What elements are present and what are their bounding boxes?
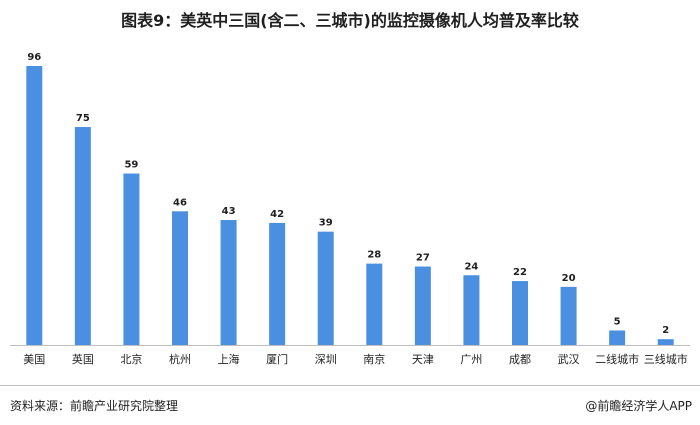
category-label-4: 上海 [218, 352, 240, 366]
category-label-10: 成都 [509, 353, 531, 366]
bar-9 [463, 275, 480, 345]
category-label-7: 南京 [363, 352, 385, 366]
credit-note: @前瞻经济学人APP [585, 399, 692, 413]
category-label-1: 英国 [72, 352, 94, 366]
category-label-2: 北京 [120, 352, 142, 366]
data-label-2: 59 [124, 160, 138, 171]
category-label-12: 二线城市 [595, 352, 639, 366]
category-label-3: 杭州 [169, 352, 191, 366]
footer-divider [0, 385, 700, 386]
bar-1 [74, 127, 91, 345]
bar-5 [269, 222, 286, 345]
category-label-13: 三线城市 [644, 352, 688, 366]
category-label-11: 武汉 [558, 353, 580, 366]
bar-4 [220, 220, 237, 345]
data-label-0: 96 [27, 52, 41, 63]
data-label-3: 46 [173, 197, 187, 208]
data-label-5: 42 [270, 209, 284, 220]
bar-8 [414, 266, 431, 345]
bar-6 [317, 231, 334, 345]
bar-7 [366, 263, 383, 345]
bar-2 [123, 173, 140, 345]
category-label-5: 厦门 [266, 352, 288, 366]
source-note: 资料来源：前瞻产业研究院整理 [10, 399, 179, 413]
data-label-7: 28 [367, 250, 381, 261]
bar-11 [560, 286, 577, 345]
data-label-9: 24 [464, 261, 478, 272]
data-label-6: 39 [319, 218, 333, 229]
category-label-8: 天津 [412, 353, 434, 366]
data-label-13: 2 [662, 325, 669, 336]
category-label-0: 美国 [23, 353, 45, 366]
bar-3 [172, 211, 188, 345]
data-label-1: 75 [76, 113, 90, 124]
chart-title: 图表9：美英中三国(含二、三城市)的监控摄像机人均普及率比较 [121, 11, 579, 30]
category-label-9: 广州 [460, 353, 482, 366]
data-label-11: 20 [562, 273, 576, 284]
data-label-12: 5 [614, 316, 621, 327]
bar-13 [657, 339, 674, 345]
data-label-8: 27 [416, 253, 430, 264]
data-label-4: 43 [222, 206, 236, 217]
bar-10 [512, 281, 528, 345]
bar-0 [26, 66, 43, 345]
category-label-6: 深圳 [315, 353, 337, 366]
bar-12 [609, 330, 626, 345]
data-label-10: 22 [513, 267, 527, 278]
